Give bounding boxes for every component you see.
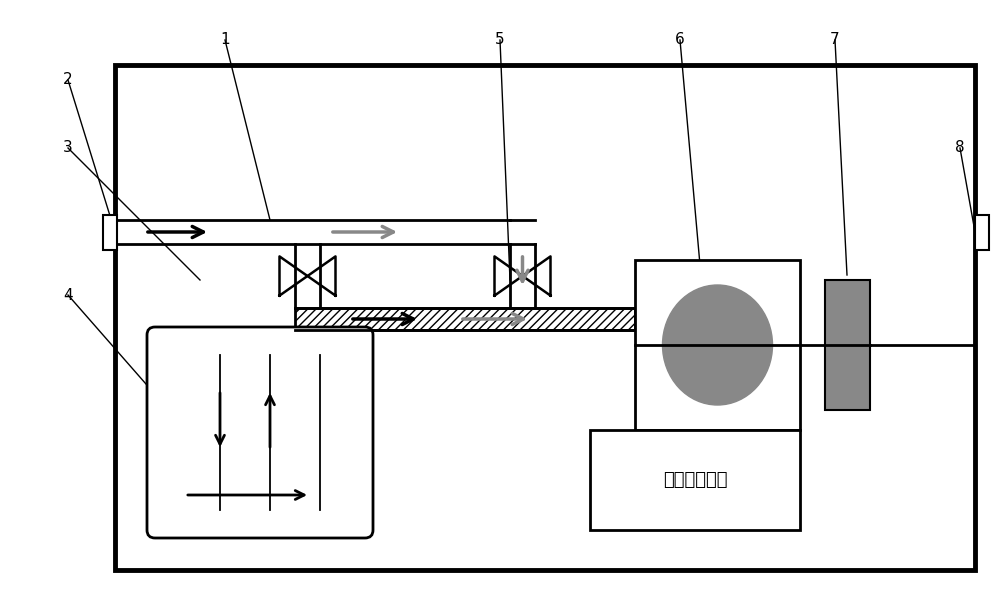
Bar [295,308,635,330]
Text: 7: 7 [830,32,840,47]
Text: 8: 8 [955,141,965,155]
Text: 5: 5 [495,32,505,47]
Text: 温度控制模块: 温度控制模块 [663,471,727,489]
Ellipse shape [662,285,772,405]
Bar [825,280,870,410]
Bar [635,260,800,430]
Bar [590,430,800,530]
FancyBboxPatch shape [147,327,373,538]
Text: 2: 2 [63,72,73,87]
Text: 1: 1 [220,32,230,47]
Text: 3: 3 [63,141,73,155]
Bar [975,215,989,250]
Bar [115,65,975,570]
Text: 4: 4 [63,288,73,303]
Text: 6: 6 [675,32,685,47]
Bar [103,215,117,250]
